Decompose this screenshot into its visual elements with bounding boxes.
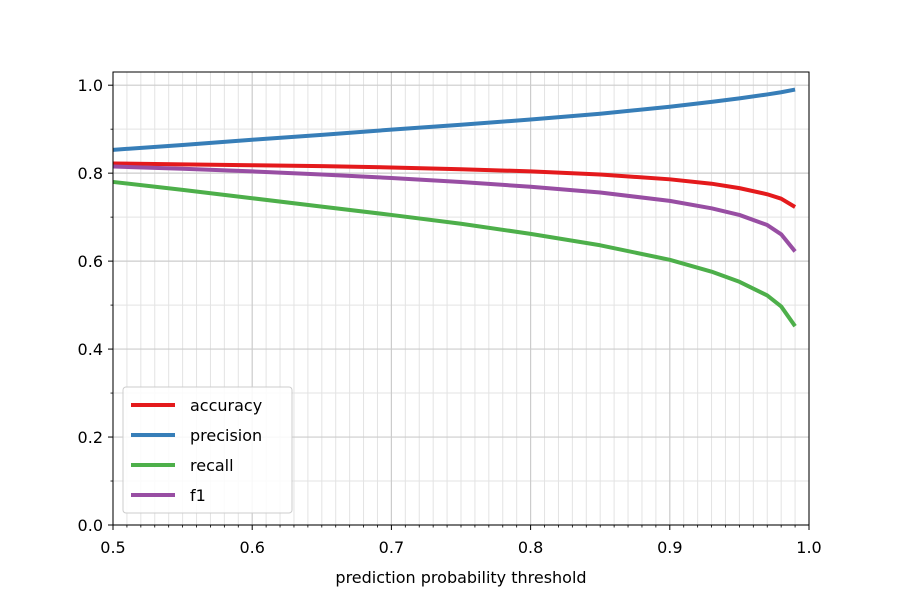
x-axis-label: prediction probability threshold (335, 568, 586, 587)
legend-box (122, 386, 293, 514)
series-line-f1 (112, 164, 797, 253)
axis-ticks (108, 84, 810, 530)
legend-label-precision: precision (190, 426, 262, 445)
legend-label-accuracy: accuracy (190, 396, 262, 415)
x-tick-labels: 0.5 0.6 0.7 0.8 0.9 1.0 (100, 538, 821, 557)
x-tick-label: 0.7 (379, 538, 404, 557)
y-tick-labels: 0.0 0.2 0.4 0.6 0.8 1.0 (78, 76, 103, 535)
y-tick-label: 0.8 (78, 164, 103, 183)
legend-label-recall: recall (190, 456, 234, 475)
x-tick-label: 0.9 (657, 538, 682, 557)
y-tick-label: 0.2 (78, 428, 103, 447)
series-line-precision (112, 87, 796, 152)
y-tick-label: 1.0 (78, 76, 103, 95)
x-tick-label: 0.5 (100, 538, 125, 557)
series-lines (112, 87, 797, 328)
y-tick-label: 0.4 (78, 340, 103, 359)
series-line-accuracy (112, 161, 797, 209)
legend-label-f1: f1 (190, 486, 206, 505)
x-tick-label: 0.6 (239, 538, 264, 557)
y-tick-label: 0.0 (78, 516, 103, 535)
x-tick-label: 1.0 (796, 538, 821, 557)
y-tick-label: 0.6 (78, 252, 103, 271)
x-tick-label: 0.8 (518, 538, 543, 557)
legend: accuracy precision recall f1 (122, 386, 293, 514)
series-line-recall (112, 179, 797, 328)
